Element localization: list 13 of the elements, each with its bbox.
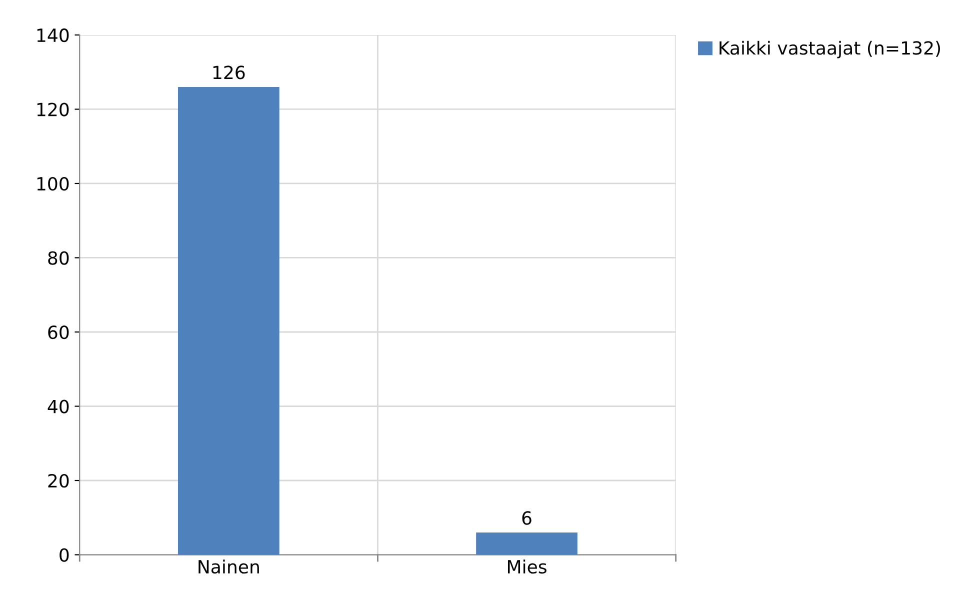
y-tick-label: 40 [48,400,69,414]
data-label: 126 [213,66,245,80]
y-tick-label: 80 [48,251,69,265]
y-tick-label: 140 [37,28,69,42]
y-tick-label: 60 [48,325,69,340]
y-tick-label: 20 [48,474,69,488]
y-tick-label: 120 [37,102,69,116]
y-tick-label: 0 [60,548,69,562]
y-tick-label: 100 [37,176,69,191]
legend-label: Kaikki vastaajat (n=132) [720,40,940,58]
x-tick-label: Nainen [198,560,259,574]
data-label: 6 [522,511,532,525]
x-tick-label: Mies [508,560,546,574]
